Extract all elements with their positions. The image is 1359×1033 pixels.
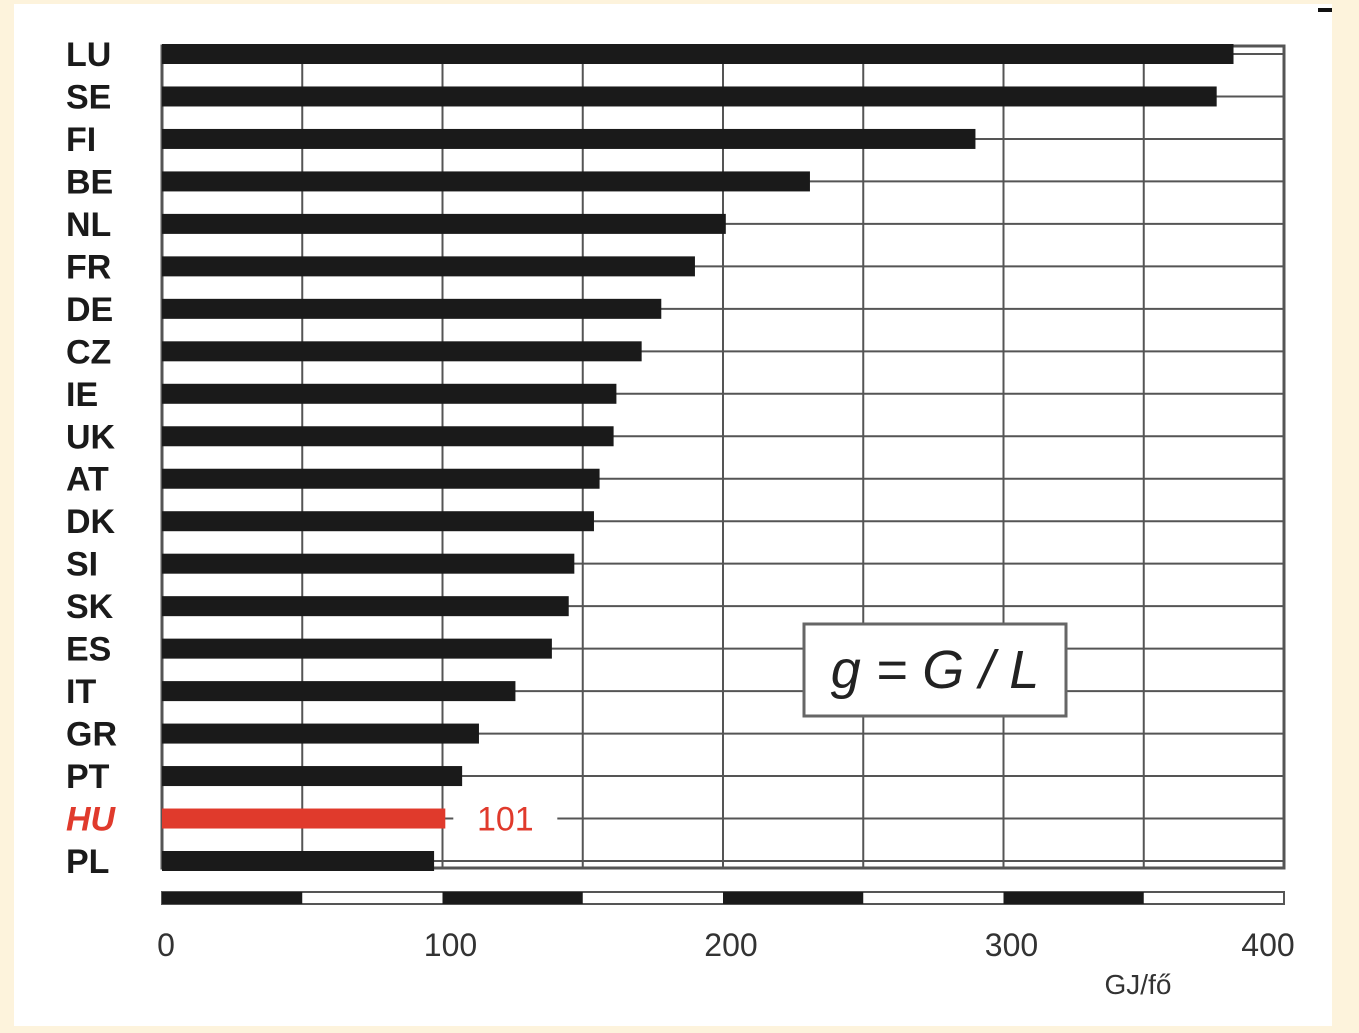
scale-segment xyxy=(723,892,864,904)
category-label-hu: HU xyxy=(66,801,117,839)
bar-gr xyxy=(162,723,479,744)
category-label-it: IT xyxy=(66,673,96,711)
bar-cz xyxy=(162,341,642,362)
category-labels: LU SE FI BE NL FR DE CZ IE UK AT DK SI SK ES IT GR PT HU PL xyxy=(66,36,117,881)
bar-si xyxy=(162,553,575,574)
bar-lu xyxy=(162,44,1234,64)
bar-fr xyxy=(162,256,695,277)
formula-text: g = G / L xyxy=(831,640,1040,700)
bars: 101 xyxy=(162,44,1234,871)
category-label-pl: PL xyxy=(66,843,109,881)
category-label-es: ES xyxy=(66,631,111,669)
bar-be xyxy=(162,171,810,192)
category-label-dk: DK xyxy=(66,503,116,541)
category-label-cz: CZ xyxy=(66,333,111,371)
scale-segment xyxy=(162,892,303,904)
x-tick-label: 300 xyxy=(985,927,1038,963)
category-label-be: BE xyxy=(66,163,113,201)
bar-pl xyxy=(162,851,435,871)
category-label-sk: SK xyxy=(66,588,114,626)
category-label-si: SI xyxy=(66,546,98,584)
chart-frame: 101 LU SE FI BE NL FR DE CZ IE UK AT DK SI SK ES IT GR PT… xyxy=(14,4,1332,1026)
bar-uk xyxy=(162,426,614,447)
x-tick-label: 100 xyxy=(424,927,477,963)
category-label-lu: LU xyxy=(66,36,111,74)
category-label-fr: FR xyxy=(66,248,111,286)
bar-it xyxy=(162,681,516,702)
category-label-at: AT xyxy=(66,461,109,499)
category-label-se: SE xyxy=(66,78,111,116)
x-tick-labels: 0 100 200 300 400 xyxy=(157,927,1295,963)
bar-fi xyxy=(162,128,976,149)
x-axis-unit-label: GJ/fő xyxy=(1105,969,1172,1000)
category-label-uk: UK xyxy=(66,418,116,456)
category-label-gr: GR xyxy=(66,716,117,754)
category-label-fi: FI xyxy=(66,121,96,159)
x-tick-label: 400 xyxy=(1241,927,1294,963)
scale-segment xyxy=(442,892,583,904)
corner-mark xyxy=(1318,8,1332,12)
bar-chart: 101 LU SE FI BE NL FR DE CZ IE UK AT DK SI SK ES IT GR PT… xyxy=(66,36,1295,1000)
value-label-hu: 101 xyxy=(477,801,534,839)
bar-hu xyxy=(162,808,446,829)
value-label-backdrop xyxy=(453,798,558,839)
x-tick-label: 200 xyxy=(704,927,757,963)
category-label-de: DE xyxy=(66,291,113,329)
scale-strip xyxy=(161,891,1285,905)
category-label-pt: PT xyxy=(66,758,110,796)
bar-nl xyxy=(162,213,726,234)
formula-box: g = G / L xyxy=(802,622,1068,718)
category-label-ie: IE xyxy=(66,376,98,414)
bar-se xyxy=(162,86,1217,107)
scale-segment xyxy=(1003,892,1144,904)
bar-ie xyxy=(162,383,617,404)
bar-de xyxy=(162,298,662,319)
bar-pt xyxy=(162,766,463,787)
bar-sk xyxy=(162,596,569,617)
bar-dk xyxy=(162,511,594,532)
grid xyxy=(160,44,1286,870)
category-label-nl: NL xyxy=(66,206,111,244)
bar-at xyxy=(162,468,600,489)
x-tick-label: 0 xyxy=(157,927,175,963)
bar-es xyxy=(162,638,552,659)
